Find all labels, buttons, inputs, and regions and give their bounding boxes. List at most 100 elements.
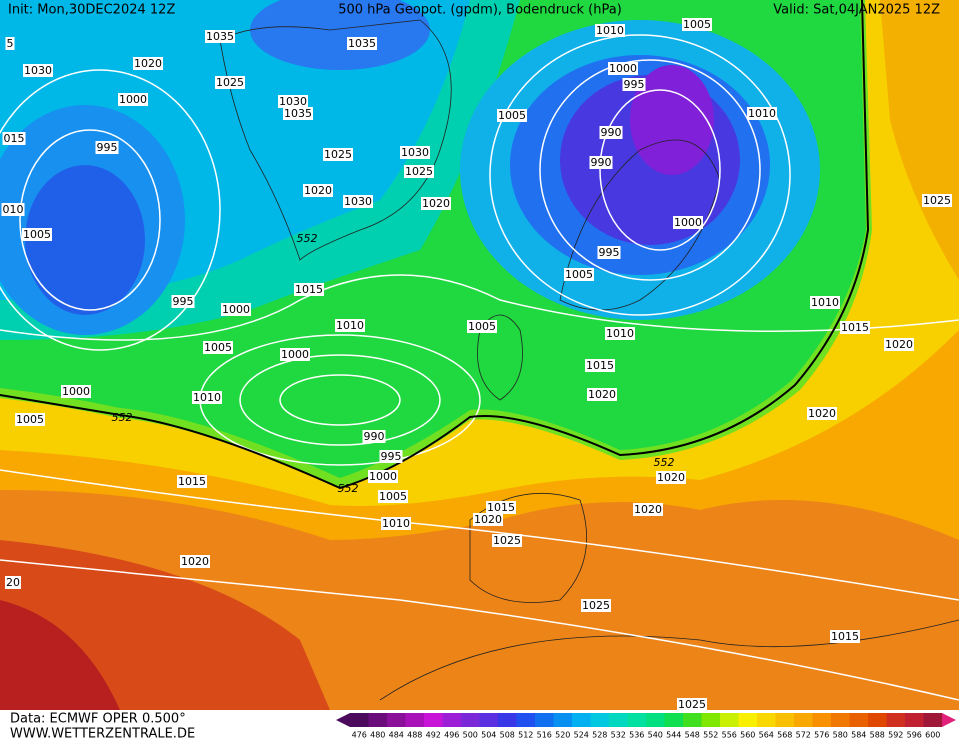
background-field xyxy=(0,0,959,710)
colorbar-cell xyxy=(868,713,887,727)
isobar-label: 1010 xyxy=(595,24,625,37)
label-box xyxy=(347,37,377,50)
isobar-value: 1025 xyxy=(324,148,352,161)
colorbar-tick: 556 xyxy=(722,731,737,740)
label-box xyxy=(280,348,310,361)
isobar-value: 1005 xyxy=(468,320,496,333)
label-box xyxy=(22,228,52,241)
label-box xyxy=(133,57,163,70)
colorbar-tick: 596 xyxy=(907,731,922,740)
label-box xyxy=(192,391,222,404)
isobar-value: 1010 xyxy=(811,296,839,309)
label-box xyxy=(589,156,613,169)
label-box xyxy=(622,78,646,91)
colorbar-tick: 544 xyxy=(666,731,681,740)
colorbar-cell xyxy=(849,713,869,727)
isobar-value: 552 xyxy=(297,232,318,245)
isobar-label: 1020 xyxy=(180,555,210,568)
coast-greenland xyxy=(219,19,452,261)
isobar-label: 1005 xyxy=(497,109,527,122)
isobar-value: 995 xyxy=(173,295,194,308)
isobar-label: 1005 xyxy=(467,320,497,333)
isobar-label: 1020 xyxy=(807,407,837,420)
colorbar-tick: 592 xyxy=(888,731,903,740)
colorbar-cell xyxy=(350,713,369,727)
colorbar-cell xyxy=(701,713,721,727)
isobar-value: 1025 xyxy=(493,534,521,547)
label-box xyxy=(171,295,195,308)
isobar-label: 1020 xyxy=(473,513,503,526)
colorbar-cell xyxy=(664,713,684,727)
label-box xyxy=(303,184,333,197)
colorbar-tick: 504 xyxy=(481,731,496,740)
label-box xyxy=(595,24,625,37)
isobar-value: 1035 xyxy=(206,30,234,43)
isobar-value: 552 xyxy=(112,411,133,424)
label-box xyxy=(581,599,611,612)
colorbar-cell xyxy=(720,713,739,727)
colorbar-cell xyxy=(905,713,924,727)
isobar-value: 552 xyxy=(654,456,675,469)
isobar-value: 990 xyxy=(591,156,612,169)
colorbar-tick: 540 xyxy=(648,731,663,740)
isobar-label: 1015 xyxy=(486,501,516,514)
isobar-label: 1025 xyxy=(492,534,522,547)
isobar-value: 1030 xyxy=(24,64,52,77)
colorbar-cell xyxy=(757,713,776,727)
isobar xyxy=(0,69,221,351)
label-box xyxy=(294,283,324,296)
colorbar-cell xyxy=(683,713,702,727)
isobar-label: 995 xyxy=(597,246,621,259)
isobar-label: 1015 xyxy=(840,321,870,334)
isobar-label: 1020 xyxy=(133,57,163,70)
isobar-value: 1015 xyxy=(295,283,323,296)
isobar-label: 1000 xyxy=(221,303,251,316)
colorbar-cell xyxy=(424,713,443,727)
isobar-label: 995 xyxy=(95,141,119,154)
isobar-value: 995 xyxy=(599,246,620,259)
isobar-value: 1010 xyxy=(596,24,624,37)
label-box xyxy=(807,407,837,420)
colorbar-tick: 524 xyxy=(574,731,589,740)
isobar-value: 1000 xyxy=(369,470,397,483)
label-box xyxy=(564,268,594,281)
colorbar-tick: 572 xyxy=(796,731,811,740)
map-title: 500 hPa Geopot. (gpdm), Bodendruck (hPa) xyxy=(338,3,622,18)
colorbar-tick: 500 xyxy=(463,731,478,740)
colorbar-cell xyxy=(498,713,517,727)
label-box xyxy=(381,517,411,530)
isobar-value: 1035 xyxy=(348,37,376,50)
isobar xyxy=(489,34,791,316)
colorbar-tick: 516 xyxy=(537,731,552,740)
colorbar-cell xyxy=(461,713,480,727)
isobar-label: 1005 xyxy=(22,228,52,241)
isobar-label: 1000 xyxy=(61,385,91,398)
label-box xyxy=(180,555,210,568)
isobar-label: 1025 xyxy=(581,599,611,612)
isobar-label: 1035 xyxy=(347,37,377,50)
isobar-label: 995 xyxy=(622,78,646,91)
colorbar-cell xyxy=(516,713,536,727)
isobar-value: 1015 xyxy=(586,359,614,372)
isobar xyxy=(19,129,161,311)
isobar-label: 1010 xyxy=(335,319,365,332)
isobar-label: 1005 xyxy=(378,490,408,503)
colorbar-end xyxy=(942,713,956,727)
isobar-value: 1000 xyxy=(674,216,702,229)
label-box xyxy=(421,197,451,210)
label-box xyxy=(323,148,353,161)
colorbar-end xyxy=(336,713,350,727)
isobar-label: 990 xyxy=(599,126,623,139)
colorbar-tick: 584 xyxy=(851,731,866,740)
colorbar-tick: 548 xyxy=(685,731,700,740)
isobar-value: 1020 xyxy=(657,471,685,484)
isobar-value: 1005 xyxy=(565,268,593,281)
isobar-value: 1030 xyxy=(344,195,372,208)
isobar-value: 20 xyxy=(6,576,20,589)
low-west-inner xyxy=(25,165,145,315)
isobar-value: 995 xyxy=(97,141,118,154)
colorbar-cell xyxy=(535,713,554,727)
isobar-label: 1005 xyxy=(203,341,233,354)
isobar-value: 1025 xyxy=(405,165,433,178)
